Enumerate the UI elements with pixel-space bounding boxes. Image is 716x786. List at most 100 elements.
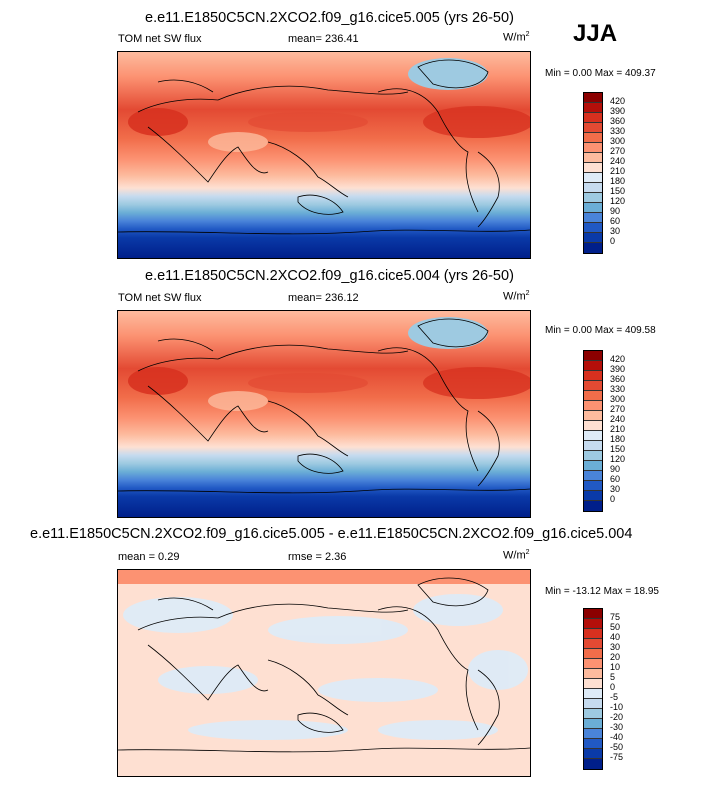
colorbar-swatch: [584, 401, 602, 411]
colorbar-tick-label: 420: [610, 354, 626, 364]
colorbar-tick-label: 0: [610, 682, 616, 692]
panel2-variable-label: TOM net SW flux: [118, 292, 202, 304]
panel1-greenland-region: [408, 58, 488, 90]
colorbar-swatch: [584, 361, 602, 371]
panel3-colorbar-labels: 75 50 40 30 20 10 5 0 -5 -10 -20 -30 -40 -50 -75: [610, 608, 650, 768]
colorbar-tick-label: 180: [610, 434, 626, 444]
colorbar-swatch: [584, 113, 602, 123]
colorbar-swatch: [584, 609, 602, 619]
colorbar-tick-label: -20: [610, 712, 624, 722]
panel1-variable-label: TOM net SW flux: [118, 33, 202, 45]
colorbar-swatch: [584, 173, 602, 183]
colorbar-tick-label: 90: [610, 464, 621, 474]
panel1-colorbar-labels: 420 390 360 330 300 270 240 210 180 150 120 90 60 30 0: [610, 92, 650, 252]
panel2-colorbar-labels: 420 390 360 330 300 270 240 210 180 150 120 90 60 30 0: [610, 350, 650, 510]
colorbar-tick-label: 0: [610, 494, 616, 504]
colorbar-swatch: [584, 153, 602, 163]
colorbar-swatch: [584, 481, 602, 491]
colorbar-swatch: [584, 183, 602, 193]
colorbar-swatch: [584, 451, 602, 461]
colorbar-swatch: [584, 213, 602, 223]
colorbar-swatch: [584, 719, 602, 729]
colorbar-swatch: [584, 391, 602, 401]
colorbar-tick-label: 300: [610, 394, 626, 404]
colorbar-tick-label: 330: [610, 126, 626, 136]
colorbar-tick-label: 300: [610, 136, 626, 146]
colorbar-tick-label: 60: [610, 474, 621, 484]
panel1-minmax-label: Min = 0.00 Max = 409.37: [545, 68, 656, 79]
colorbar-swatch: [584, 371, 602, 381]
colorbar-tick-label: 390: [610, 106, 626, 116]
colorbar-swatch: [584, 679, 602, 689]
colorbar-swatch: [584, 659, 602, 669]
colorbar-swatch: [584, 143, 602, 153]
colorbar-swatch: [584, 103, 602, 113]
colorbar-tick-label: 120: [610, 454, 626, 464]
panel1-mean-label: mean= 236.41: [288, 33, 359, 45]
season-label: JJA: [573, 20, 618, 47]
colorbar-swatch: [584, 233, 602, 243]
panel3-minmax-label: Min = -13.12 Max = 18.95: [545, 586, 659, 597]
colorbar-swatch: [584, 223, 602, 233]
colorbar-swatch: [584, 669, 602, 679]
colorbar-tick-label: -30: [610, 722, 624, 732]
colorbar-swatch: [584, 431, 602, 441]
colorbar-swatch: [584, 93, 602, 103]
colorbar-swatch: [584, 381, 602, 391]
colorbar-tick-label: 5: [610, 672, 616, 682]
colorbar-swatch: [584, 629, 602, 639]
colorbar-tick-label: 150: [610, 444, 626, 454]
colorbar-swatch: [584, 639, 602, 649]
colorbar-swatch: [584, 619, 602, 629]
colorbar-tick-label: -75: [610, 752, 624, 762]
colorbar-swatch: [584, 441, 602, 451]
panel1-title: e.e11.E1850C5CN.2XCO2.f09_g16.cice5.005 …: [145, 10, 514, 26]
colorbar-swatch: [584, 193, 602, 203]
colorbar-tick-label: 210: [610, 424, 626, 434]
colorbar-tick-label: 40: [610, 632, 621, 642]
colorbar-tick-label: 270: [610, 146, 626, 156]
colorbar-swatch: [584, 351, 602, 361]
colorbar-swatch: [584, 709, 602, 719]
panel2-title: e.e11.E1850C5CN.2XCO2.f09_g16.cice5.004 …: [145, 268, 514, 284]
colorbar-tick-label: 210: [610, 166, 626, 176]
colorbar-tick-label: 75: [610, 612, 621, 622]
colorbar-tick-label: 390: [610, 364, 626, 374]
colorbar-tick-label: 180: [610, 176, 626, 186]
panel1-map: [117, 51, 531, 259]
colorbar-tick-label: 10: [610, 662, 621, 672]
colorbar-swatch: [584, 729, 602, 739]
colorbar-tick-label: 420: [610, 96, 626, 106]
colorbar-tick-label: 360: [610, 374, 626, 384]
colorbar-swatch: [584, 123, 602, 133]
colorbar-tick-label: 30: [610, 484, 621, 494]
panel3-mean-label: mean = 0.29: [118, 551, 180, 563]
colorbar-swatch: [584, 739, 602, 749]
panel2-colorbar: [583, 350, 603, 512]
colorbar-swatch: [584, 699, 602, 709]
colorbar-swatch: [584, 759, 602, 769]
colorbar-tick-label: 360: [610, 116, 626, 126]
colorbar-tick-label: 150: [610, 186, 626, 196]
colorbar-swatch: [584, 501, 602, 511]
colorbar-tick-label: 30: [610, 226, 621, 236]
colorbar-tick-label: 330: [610, 384, 626, 394]
panel2-greenland-region: [408, 317, 488, 349]
colorbar-tick-label: -10: [610, 702, 624, 712]
panel1-colorbar: [583, 92, 603, 254]
colorbar-tick-label: 50: [610, 622, 621, 632]
colorbar-tick-label: 20: [610, 652, 621, 662]
colorbar-swatch: [584, 243, 602, 253]
colorbar-tick-label: -40: [610, 732, 624, 742]
colorbar-swatch: [584, 649, 602, 659]
panel2-map: [117, 310, 531, 518]
colorbar-swatch: [584, 461, 602, 471]
panel3-rmse-label: rmse = 2.36: [288, 551, 347, 563]
panel3-title: e.e11.E1850C5CN.2XCO2.f09_g16.cice5.005 …: [30, 526, 633, 542]
colorbar-swatch: [584, 133, 602, 143]
panel3-arctic-band: [118, 570, 530, 584]
panel3-units-label: W/m2: [503, 549, 530, 562]
colorbar-swatch: [584, 421, 602, 431]
colorbar-swatch: [584, 689, 602, 699]
colorbar-tick-label: 240: [610, 414, 626, 424]
